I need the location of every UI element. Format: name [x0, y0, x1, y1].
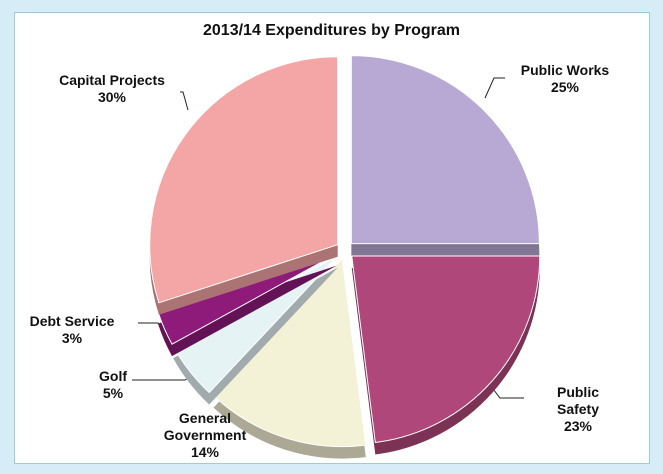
leader-line [484, 77, 505, 99]
category-label: Capital Projects [59, 72, 165, 88]
category-label: Public Safety [556, 384, 600, 417]
slice-label: Capital Projects 30% [59, 72, 165, 106]
slice-label: Golf 5% [99, 368, 127, 402]
value-label: 30% [97, 89, 127, 105]
category-label: Golf [99, 368, 127, 384]
slice-side [157, 265, 337, 357]
slice [149, 56, 339, 304]
value-label: 23% [563, 418, 593, 434]
slice-label: Public Safety 23% [536, 384, 621, 435]
slice-label: Public Works 25% [521, 62, 609, 96]
leader-line [180, 91, 189, 111]
category-label: Debt Service [29, 313, 115, 329]
value-label: 25% [550, 79, 580, 95]
slice-label: Debt Service 3% [30, 313, 115, 347]
chart-title: 2013/14 Expenditures by Program [203, 22, 460, 39]
category-label: Public Works [520, 62, 610, 78]
slice [351, 255, 541, 444]
slice-label: General Government 14% [150, 410, 260, 461]
slice [350, 55, 540, 245]
slice [212, 257, 367, 448]
value-label: 5% [102, 385, 124, 401]
category-label: General Government [163, 410, 247, 443]
value-label: 14% [190, 444, 220, 460]
value-label: 3% [61, 330, 83, 346]
